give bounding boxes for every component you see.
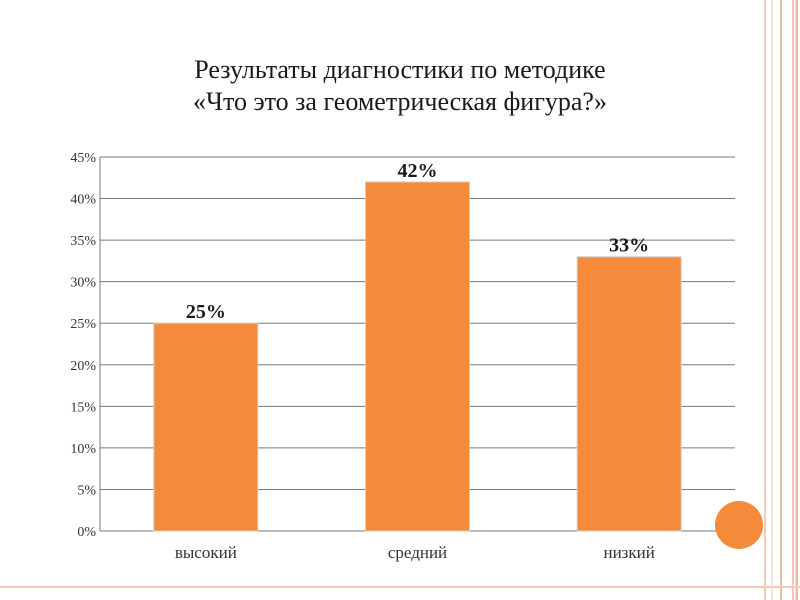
x-category-label: средний (388, 543, 447, 562)
y-tick-label: 10% (70, 442, 96, 457)
y-tick-label: 20% (70, 359, 96, 374)
bar-2 (576, 256, 682, 532)
y-tick-label: 45% (70, 151, 96, 166)
y-tick-label: 40% (70, 193, 96, 208)
bar-1 (365, 181, 470, 532)
chart-title: Результаты диагностики по методике «Что … (100, 54, 700, 118)
y-tick-label: 35% (70, 234, 96, 249)
bar-value-label: 33% (609, 235, 649, 257)
bar-value-label: 25% (186, 301, 226, 323)
y-tick-label: 15% (70, 400, 96, 415)
bar-0 (153, 322, 259, 532)
chart-title-line-2: «Что это за геометрическая фигура?» (193, 87, 607, 116)
y-tick-label: 5% (77, 483, 96, 498)
x-category-label: низкий (603, 543, 654, 562)
decorative-border-bottom (0, 586, 800, 588)
y-tick-label: 25% (70, 317, 96, 332)
y-tick-label: 0% (77, 525, 96, 540)
x-category-label: высокий (175, 543, 237, 562)
decorative-circle (715, 501, 763, 549)
chart-title-line-1: Результаты диагностики по методике (194, 55, 606, 84)
bar-value-label: 42% (398, 160, 438, 182)
y-tick-label: 30% (70, 276, 96, 291)
